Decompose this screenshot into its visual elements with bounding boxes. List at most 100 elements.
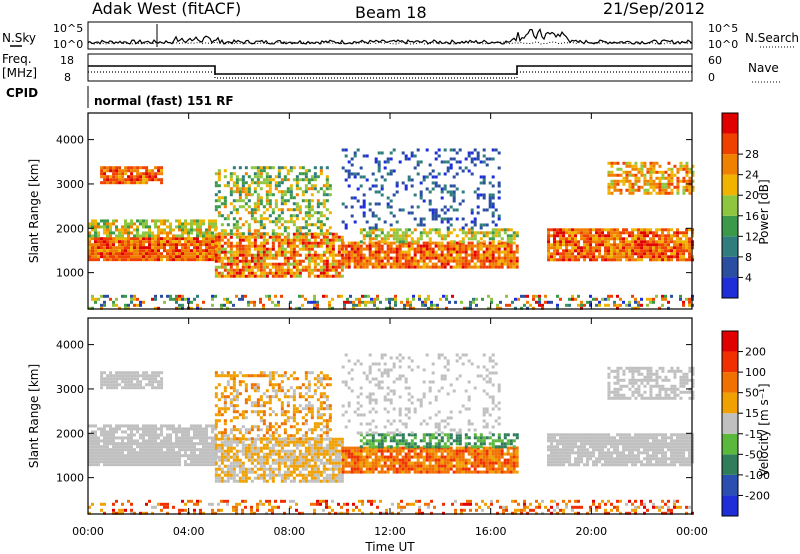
heatmap-cell <box>235 229 239 233</box>
heatmap-cell <box>103 294 106 298</box>
heatmap-cell <box>139 463 142 467</box>
heatmap-cell <box>443 247 447 251</box>
heatmap-cell <box>571 231 575 235</box>
heatmap-cell <box>259 169 263 173</box>
heatmap-cell <box>109 436 112 440</box>
heatmap-cell <box>175 249 178 253</box>
heatmap-cell <box>157 442 160 446</box>
heatmap-cell <box>476 154 480 158</box>
heatmap-cell <box>440 265 444 269</box>
heatmap-cell <box>175 454 178 458</box>
heatmap-cell <box>199 228 202 232</box>
heatmap-cell <box>211 424 214 428</box>
heatmap-cell <box>211 463 214 467</box>
heatmap-cell <box>437 244 441 248</box>
heatmap-cell <box>196 222 199 226</box>
heatmap-cell <box>316 256 320 260</box>
heatmap-cell <box>250 401 254 405</box>
heatmap-cell <box>482 265 486 269</box>
heatmap-cell <box>229 428 233 432</box>
heatmap-cell <box>262 166 266 170</box>
heatmap-cell <box>127 454 130 458</box>
heatmap-cell <box>220 446 224 450</box>
heatmap-cell <box>259 241 263 245</box>
heatmap-cell <box>133 377 137 381</box>
heatmap-cell <box>169 240 172 244</box>
heatmap-cell <box>193 258 196 262</box>
heatmap-cell <box>286 169 290 173</box>
heatmap-cell <box>628 231 632 235</box>
heatmap-cell <box>340 238 344 242</box>
heatmap-cell <box>199 231 202 235</box>
heatmap-cell <box>262 217 266 221</box>
heatmap-cell <box>295 410 299 414</box>
heatmap-cell <box>97 463 100 467</box>
heatmap-cell <box>100 454 103 458</box>
heatmap-cell <box>304 190 308 194</box>
heatmap-cell <box>479 193 483 197</box>
heatmap-cell <box>649 182 653 186</box>
heatmap-cell <box>202 300 205 304</box>
heatmap-cell <box>664 176 668 180</box>
heatmap-cell <box>256 256 260 260</box>
heatmap-cell <box>601 234 605 238</box>
heatmap-cell <box>307 458 311 462</box>
heatmap-cell <box>100 306 103 310</box>
heatmap-cell <box>292 407 296 411</box>
heatmap-cell <box>604 237 608 241</box>
heatmap-cell <box>265 274 269 278</box>
heatmap-cell <box>253 253 257 257</box>
heatmap-cell <box>187 246 190 250</box>
heatmap-cell <box>307 380 311 384</box>
heatmap-cell <box>553 255 557 259</box>
heatmap-cell <box>371 184 375 188</box>
heatmap-cell <box>262 419 266 423</box>
heatmap-cell <box>202 457 205 461</box>
heatmap-cell <box>325 178 329 182</box>
heatmap-cell <box>112 445 115 449</box>
heatmap-cell <box>130 442 133 446</box>
heatmap-cell <box>109 252 112 256</box>
heatmap-cell <box>679 258 683 262</box>
heatmap-cell <box>136 237 139 241</box>
heatmap-cell <box>410 240 414 244</box>
heatmap-cell <box>196 249 199 253</box>
heatmap-cell <box>124 460 127 464</box>
heatmap-cell <box>331 473 335 477</box>
heatmap-cell <box>145 457 148 461</box>
heatmap-cell <box>283 178 287 182</box>
heatmap-cell <box>691 164 695 168</box>
heatmap-cell <box>371 211 375 215</box>
heatmap-cell <box>256 169 260 173</box>
heatmap-cell <box>688 185 692 189</box>
heatmap-cell <box>643 182 647 186</box>
heatmap-cell <box>226 262 230 266</box>
heatmap-cell <box>298 473 302 477</box>
heatmap-cell <box>613 231 617 235</box>
heatmap-cell <box>553 243 557 247</box>
heatmap-cell <box>214 250 218 254</box>
heatmap-cell <box>313 223 317 227</box>
heatmap-cell <box>235 455 239 459</box>
heatmap-cell <box>628 303 631 307</box>
heatmap-cell <box>214 386 218 390</box>
heatmap-cell <box>175 442 178 446</box>
heatmap-cell <box>500 241 504 245</box>
heatmap-cell <box>274 428 278 432</box>
heatmap-cell <box>154 297 157 301</box>
heatmap-cell <box>112 246 115 250</box>
heatmap-cell <box>434 231 438 235</box>
heatmap-cell <box>325 259 329 263</box>
heatmap-cell <box>139 175 143 179</box>
heatmap-cell <box>100 457 103 461</box>
heatmap-cell <box>373 303 376 307</box>
heatmap-cell <box>377 151 381 155</box>
heatmap-cell <box>256 401 260 405</box>
nsky-trace <box>87 24 693 47</box>
heatmap-cell <box>412 306 415 310</box>
heatmap-cell <box>157 433 160 437</box>
heatmap-cell <box>250 232 254 236</box>
heatmap-cell <box>383 253 387 257</box>
heatmap-cell <box>488 205 492 209</box>
heatmap-cell <box>97 451 100 455</box>
